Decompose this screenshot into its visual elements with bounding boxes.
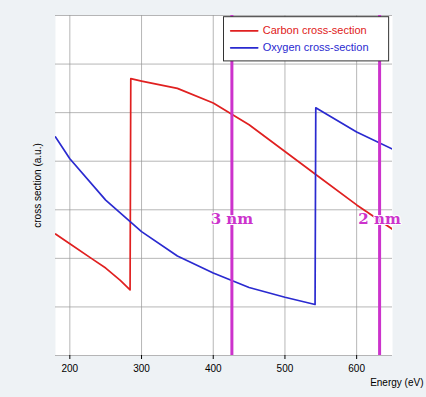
svg-text:400: 400: [205, 363, 222, 374]
svg-text:500: 500: [277, 363, 294, 374]
svg-text:Oxygen cross-section: Oxygen cross-section: [263, 41, 369, 53]
svg-text:600: 600: [348, 363, 365, 374]
svg-text:Energy (eV): Energy (eV): [370, 377, 423, 388]
svg-text:Carbon cross-section: Carbon cross-section: [263, 24, 367, 36]
svg-text:300: 300: [133, 363, 150, 374]
svg-text:2 nm: 2 nm: [358, 210, 401, 228]
svg-text:3 nm: 3 nm: [211, 210, 254, 228]
svg-text:200: 200: [61, 363, 78, 374]
svg-text:cross section (a.u.): cross section (a.u.): [32, 143, 43, 227]
